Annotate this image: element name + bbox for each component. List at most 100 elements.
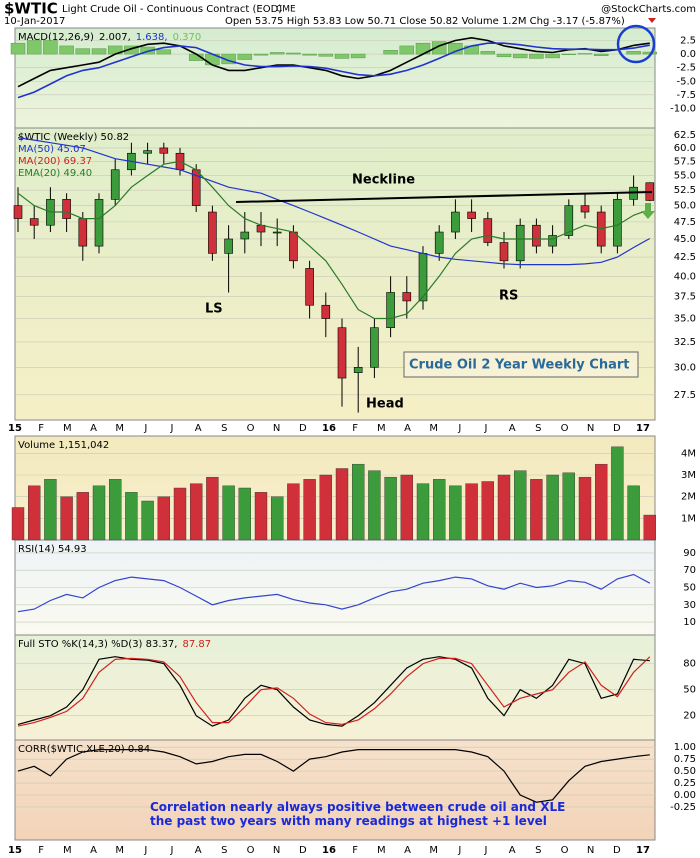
x-tick-label: S — [221, 845, 227, 856]
x-tick-label: M — [63, 845, 72, 856]
x-tick-label: F — [38, 423, 44, 434]
volume-bar — [173, 487, 187, 541]
y-tick-label: 20 — [683, 711, 696, 722]
volume-bar — [384, 476, 397, 541]
y-tick-label: 1.00 — [674, 742, 696, 753]
title-box-text: Crude Oil 2 Year Weekly Chart — [409, 358, 629, 373]
histogram-bar — [593, 53, 609, 56]
volume-bar — [76, 492, 90, 541]
x-tick-label: F — [352, 845, 358, 856]
candle-body — [159, 147, 169, 154]
highlight-circle — [616, 24, 656, 64]
x-tick-label: S — [535, 845, 541, 856]
volume-bar — [108, 479, 122, 541]
candle-body — [434, 231, 444, 254]
series-line — [17, 42, 650, 99]
volume-bar — [433, 479, 446, 541]
y-tick-label: 10 — [683, 617, 696, 628]
histogram-bar — [237, 53, 253, 60]
y-tick-label: 90 — [683, 548, 696, 559]
y-tick-label: 57.5 — [674, 156, 696, 167]
y-tick-label: -0.25 — [670, 802, 696, 813]
candle-body — [451, 211, 460, 233]
x-tick-label: O — [561, 423, 569, 434]
panel-bg — [14, 27, 656, 129]
y-tick-label: -2.5 — [676, 63, 696, 74]
volume-bar — [465, 483, 478, 541]
y-tick-label: 50 — [683, 583, 696, 594]
series-line — [17, 656, 651, 727]
y-tick-label: 30 — [683, 600, 696, 611]
x-tick-label: N — [587, 423, 594, 434]
histogram-bar — [75, 48, 91, 55]
symbol: $WTIC — [4, 0, 58, 18]
series-line — [17, 137, 651, 266]
candle-body — [402, 292, 412, 302]
x-tick-label: D — [613, 845, 621, 856]
candle-body — [499, 242, 509, 262]
panel-bg — [14, 739, 656, 841]
histogram-bar — [399, 45, 415, 55]
name: Light Crude Oil - Continuous Contract (E… — [62, 4, 282, 15]
x-tick-label: 15 — [8, 845, 22, 856]
candle-body — [240, 231, 250, 240]
histogram-bar — [496, 53, 512, 58]
histogram-bar — [10, 42, 26, 55]
x-tick-label: 17 — [636, 423, 650, 434]
histogram-bar — [26, 40, 42, 55]
down-arrow — [648, 18, 656, 23]
y-tick-label: 1M — [681, 513, 696, 524]
y-tick-label: 80 — [683, 659, 696, 670]
neckline — [235, 191, 653, 203]
legend-entry: RSI(14) 54.93 — [18, 544, 87, 555]
volume-bar — [271, 496, 284, 541]
histogram-bar — [448, 42, 463, 55]
volume-bar — [530, 479, 543, 541]
candle-body — [613, 199, 622, 247]
candle-body — [386, 292, 395, 329]
candle-body — [13, 205, 23, 219]
volume-bar — [449, 485, 462, 541]
y-tick-label: 37.5 — [674, 292, 696, 303]
y-tick-label: 2.5 — [680, 36, 696, 47]
y-tick-label: 47.5 — [674, 217, 696, 228]
y-tick-label: 0.0 — [680, 49, 696, 60]
x-tick-label: M — [377, 423, 386, 434]
x-tick-label: M — [115, 423, 124, 434]
candle-body — [564, 205, 574, 236]
volume-bar — [562, 472, 575, 541]
volume-bar — [546, 474, 559, 541]
candle-body — [337, 327, 347, 379]
candle-body — [321, 304, 331, 319]
x-tick-label: J — [143, 423, 147, 434]
y-tick-label: 2M — [681, 492, 696, 503]
histogram-bar — [221, 53, 236, 65]
candle-body — [224, 238, 233, 254]
histogram-bar — [43, 40, 58, 55]
histogram-bar — [269, 52, 285, 55]
volume-bar — [303, 479, 316, 541]
x-tick-label: J — [457, 423, 461, 434]
green-arrow — [641, 203, 655, 219]
y-tick-label: 55.0 — [674, 170, 696, 181]
y-tick-label: 50.0 — [674, 201, 696, 212]
candle-body — [208, 211, 217, 254]
y-tick-label: 70 — [683, 565, 696, 576]
y-tick-label: 40.0 — [674, 271, 696, 282]
head-label: Head — [366, 397, 404, 412]
x-tick-label: O — [247, 423, 255, 434]
series-line — [17, 36, 650, 88]
volume-bar — [481, 481, 494, 541]
x-tick-label: J — [170, 423, 174, 434]
legend-entry: Volume 1,151,042 — [18, 440, 109, 451]
quote: Open 53.75 High 53.83 Low 50.71 Close 50… — [225, 16, 625, 27]
note-box: Correlation nearly always positive betwe… — [150, 800, 565, 828]
candle-body — [532, 224, 541, 247]
ls-label: LS — [205, 302, 223, 317]
legend-entry: 1.638, — [136, 32, 168, 43]
histogram-bar — [561, 53, 577, 55]
legend-entry: 87.87 — [182, 639, 211, 650]
y-tick-label: 45.0 — [674, 234, 696, 245]
volume-bar — [60, 496, 73, 541]
histogram-bar — [286, 52, 301, 55]
